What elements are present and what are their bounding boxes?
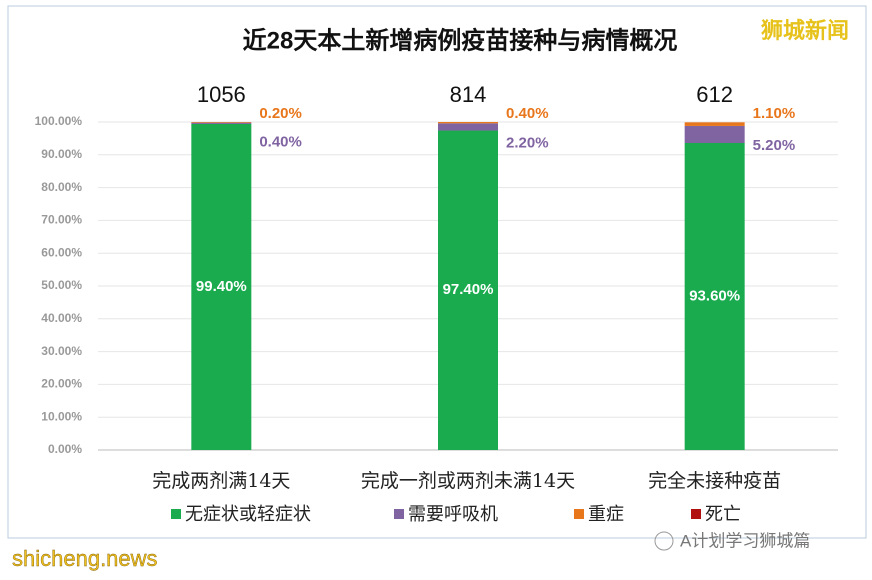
- bar-segment: [438, 130, 498, 450]
- value-label: 5.20%: [753, 137, 796, 154]
- y-tick-label: 60.00%: [41, 245, 82, 259]
- watermark: A计划学习狮城篇: [680, 531, 810, 550]
- x-tick-label: 完全未接种疫苗: [648, 470, 781, 492]
- value-label: 0.20%: [259, 105, 302, 122]
- y-tick-label: 30.00%: [41, 344, 82, 358]
- value-label: 2.20%: [506, 134, 549, 151]
- legend-swatch: [394, 509, 404, 519]
- total-label: 814: [450, 82, 487, 107]
- legend-swatch: [691, 509, 701, 519]
- value-label: 0.40%: [259, 134, 302, 151]
- legend-swatch: [574, 509, 584, 519]
- legend-swatch: [171, 509, 181, 519]
- y-tick-label: 20.00%: [41, 377, 82, 391]
- value-label: 99.40%: [196, 278, 247, 295]
- y-tick-label: 50.00%: [41, 278, 82, 292]
- bar-segment: [191, 123, 252, 450]
- y-tick-label: 0.00%: [48, 442, 82, 456]
- total-label: 612: [696, 82, 733, 107]
- bar-segment: [191, 122, 252, 124]
- bar-segment: [438, 123, 498, 131]
- value-label: 0.40%: [506, 105, 549, 122]
- bar-segment: [684, 142, 745, 450]
- y-tick-label: 70.00%: [41, 213, 82, 227]
- x-tick-label: 完成一剂或两剂未满14天: [361, 470, 575, 492]
- y-tick-label: 10.00%: [41, 409, 82, 423]
- y-tick-label: 90.00%: [41, 147, 82, 161]
- y-tick-label: 40.00%: [41, 311, 82, 325]
- y-tick-label: 100.00%: [35, 114, 83, 128]
- legend-label: 无症状或轻症状: [185, 504, 311, 525]
- bar-segment: [684, 122, 745, 126]
- x-tick-label: 完成两剂满14天: [152, 470, 290, 492]
- bar-segment: [684, 125, 745, 143]
- bar-segment: [438, 122, 498, 124]
- value-label: 1.10%: [753, 105, 796, 122]
- total-label: 1056: [197, 82, 246, 107]
- bar-segment: [191, 122, 252, 123]
- value-label: 93.60%: [689, 287, 740, 304]
- watermark: 狮城新闻: [761, 18, 849, 43]
- y-tick-label: 80.00%: [41, 180, 82, 194]
- wechat-icon: [654, 531, 674, 551]
- value-label: 97.40%: [443, 281, 494, 298]
- watermark: shicheng.news: [12, 546, 158, 571]
- legend-label: 需要呼吸机: [408, 504, 498, 525]
- legend-label: 死亡: [705, 504, 741, 525]
- legend-label: 重症: [588, 504, 624, 525]
- chart-title: 近28天本土新增病例疫苗接种与病情概况: [243, 26, 678, 54]
